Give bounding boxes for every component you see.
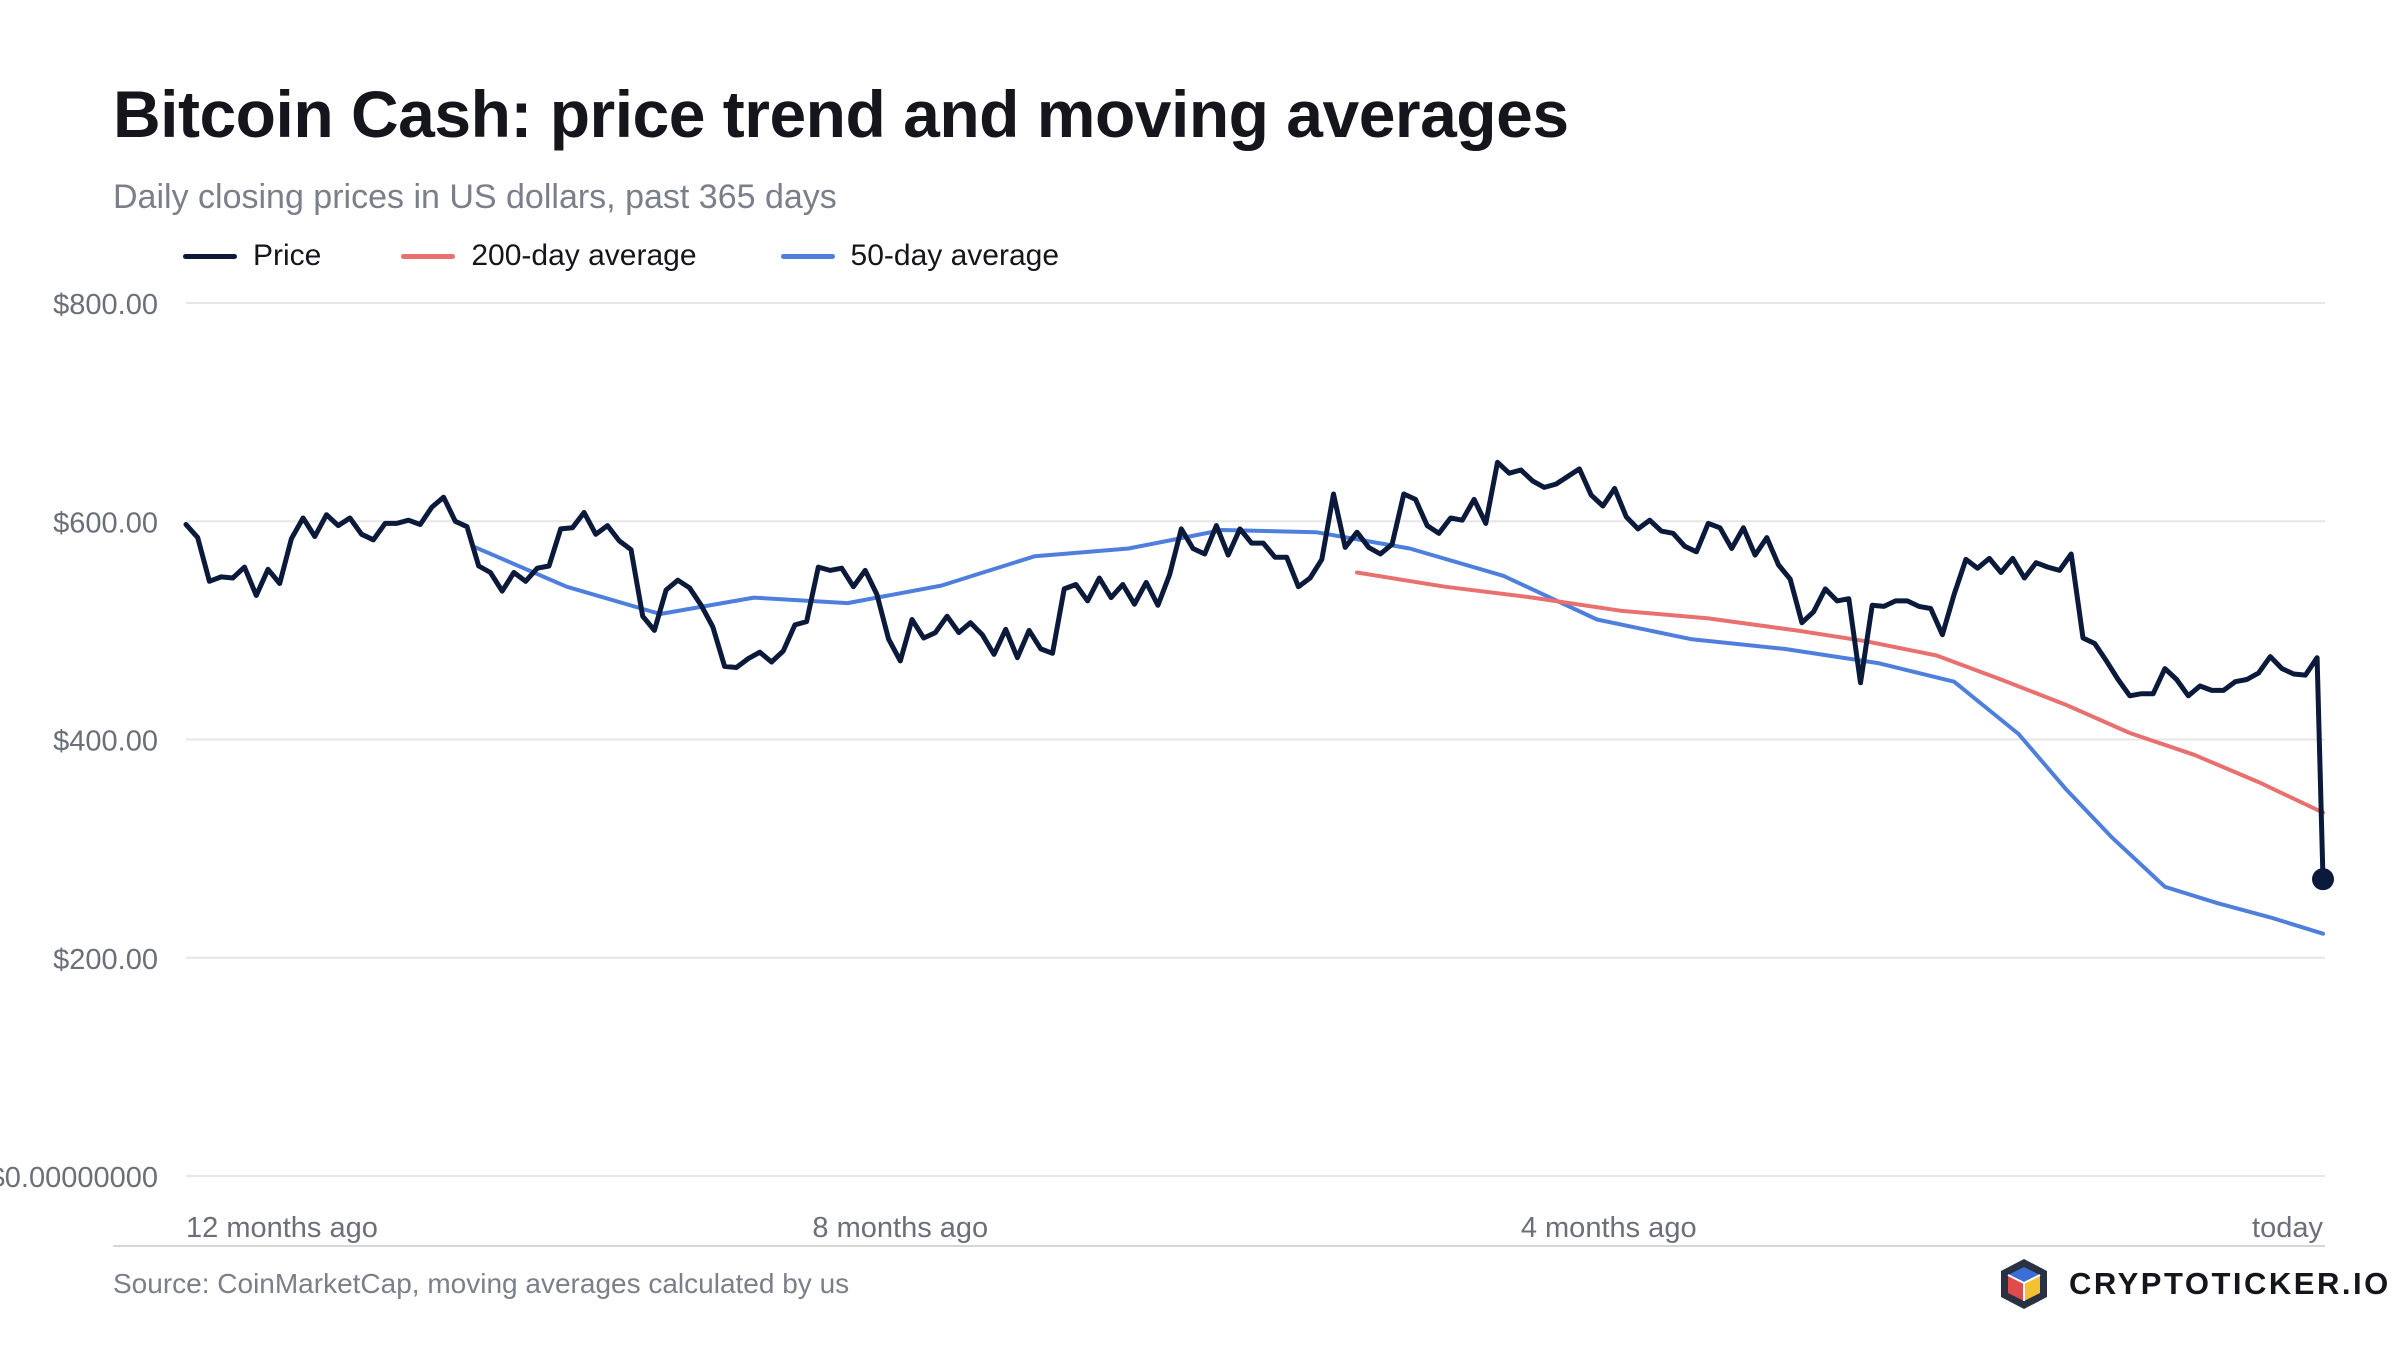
legend-item-50-day: 50-day average <box>780 239 1060 273</box>
legend-item-price: Price <box>183 239 321 273</box>
x-tick-label: 8 months ago <box>812 1212 988 1244</box>
chart-legend: Price 200-day average 50-day average <box>183 236 1059 276</box>
chart-subtitle: Daily closing prices in US dollars, past… <box>113 178 837 216</box>
legend-swatch-price <box>183 253 237 259</box>
legend-label-price: Price <box>253 239 322 272</box>
legend-swatch-200-day <box>401 253 456 259</box>
ma50-line <box>470 528 2325 936</box>
price-line <box>183 459 2326 882</box>
legend-item-200-day: 200-day average <box>401 239 697 273</box>
y-tick-label: $400.00 <box>53 726 158 758</box>
y-tick-label: $600.00 <box>53 507 158 539</box>
brand-name: CRYPTOTICKER.IO <box>2069 1266 2391 1301</box>
ma200-line <box>1355 570 2325 815</box>
brand-logo: CRYPTOTICKER.IO <box>1995 1254 2391 1314</box>
x-tick-label: today <box>2252 1212 2323 1244</box>
source-note: Source: CoinMarketCap, moving averages c… <box>113 1268 850 1299</box>
legend-label-200-day: 200-day average <box>471 239 697 272</box>
x-tick-label: 4 months ago <box>1521 1212 1697 1244</box>
y-tick-label: $0.00000000 <box>0 1162 158 1194</box>
y-tick-label: $800.00 <box>53 289 158 321</box>
legend-swatch-50-day <box>780 253 835 259</box>
y-tick-label: $200.00 <box>53 944 158 976</box>
chart-title: Bitcoin Cash: price trend and moving ave… <box>113 77 1569 151</box>
x-tick-label: 12 months ago <box>186 1212 378 1244</box>
latest-price-marker <box>2312 868 2334 891</box>
isometric-cube-icon <box>2001 1259 2047 1309</box>
legend-label-50-day: 50-day average <box>850 239 1060 272</box>
